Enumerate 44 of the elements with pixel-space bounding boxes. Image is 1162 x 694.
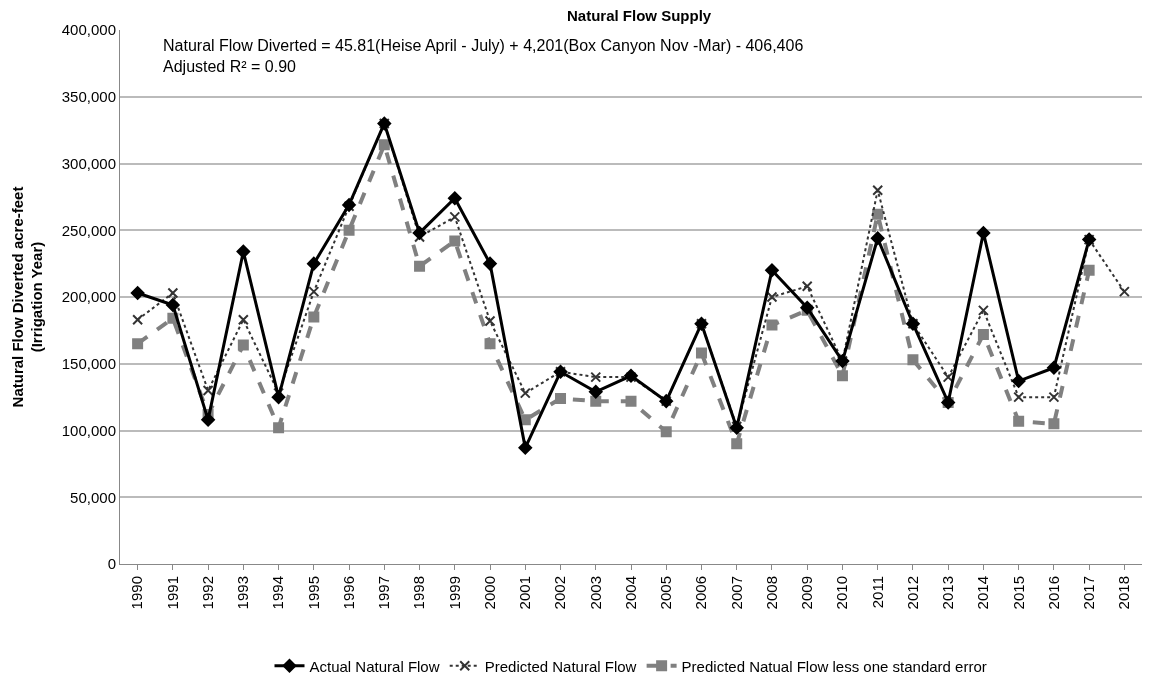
x-tick-label: 1992: [198, 576, 216, 610]
x-tick-label: 2009: [798, 576, 816, 610]
x-tick-label: 2017: [1080, 576, 1098, 610]
x-tick-label: 1998: [410, 576, 428, 610]
chart-title: Natural Flow Supply: [567, 6, 712, 24]
x-tick-label: 2008: [762, 576, 780, 610]
x-tick-label: 1990: [128, 576, 146, 610]
x-tick-label: 2012: [903, 576, 921, 610]
x-tick-label: 1991: [163, 576, 181, 610]
x-tick-label: 2003: [586, 576, 604, 610]
x-tick-label: 1999: [445, 576, 463, 610]
x-tick-label: 2007: [727, 576, 745, 610]
y-tick-label: 100,000: [61, 421, 116, 439]
y-tick-label: 400,000: [61, 21, 116, 39]
x-tick-label: 2000: [480, 576, 498, 610]
x-tick-label: 2002: [551, 576, 569, 610]
x-tick-label: 2013: [939, 576, 957, 610]
x-tick-label: 2005: [657, 576, 675, 610]
legend-label: Predicted Natural Flow: [484, 657, 637, 675]
legend-label: Predicted Natual Flow less one standard error: [681, 657, 987, 675]
y-tick-label: 150,000: [61, 355, 116, 372]
x-tick-label: 2018: [1115, 576, 1133, 610]
x-tick-label: 2011: [868, 576, 886, 609]
y-tick-label: 0: [107, 555, 116, 573]
x-tick-label: 1994: [269, 576, 287, 610]
x-tick-label: 1993: [234, 576, 252, 610]
x-tick-label: 2010: [833, 576, 851, 610]
x-tick-label: 2014: [974, 576, 992, 610]
x-tick-label: 2001: [516, 576, 534, 610]
y-tick-label: 350,000: [61, 88, 116, 105]
x-tick-label: 2004: [621, 576, 639, 610]
annotation: Natural Flow Diverted = 45.81(Heise April - July) + 4,201(Box Canyon Nov -Mar) - 406,406 Adjusted R² = 0.90: [163, 37, 804, 75]
x-tick-label: 1996: [339, 576, 357, 610]
y-tick-label: 50,000: [70, 488, 116, 506]
y-tick-label: 200,000: [61, 288, 116, 306]
x-tick-label: 1997: [375, 576, 393, 610]
x-tick-label: 2006: [692, 576, 710, 610]
legend-label: Actual Natural Flow: [309, 657, 440, 675]
y-tick-label: 250,000: [61, 221, 116, 239]
y-axis-title: Natural Flow Diverted acre-feet (Irrigation Year): [8, 186, 46, 408]
y-tick-label: 300,000: [61, 154, 116, 172]
x-tick-label: 1995: [304, 576, 322, 610]
x-tick-label: 2015: [1009, 576, 1027, 610]
x-tick-label: 2016: [1044, 576, 1062, 610]
